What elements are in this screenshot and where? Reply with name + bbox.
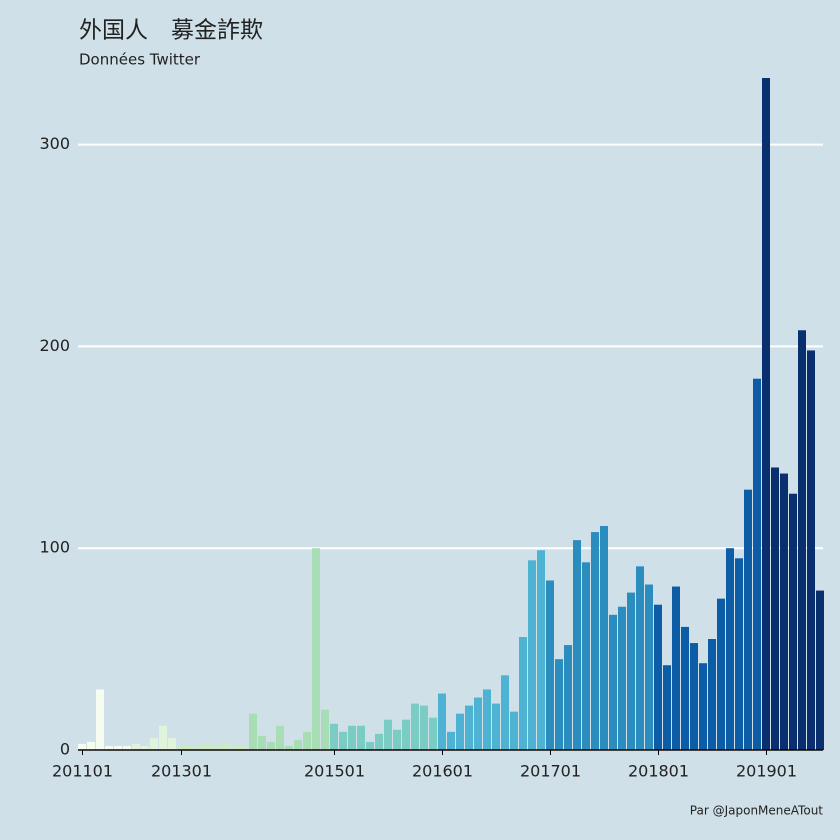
x-tick-label: 201701 bbox=[520, 762, 581, 781]
bar bbox=[609, 614, 617, 750]
bar bbox=[483, 689, 491, 750]
bar bbox=[303, 731, 311, 750]
bar bbox=[78, 743, 86, 750]
bar bbox=[177, 745, 185, 750]
bar bbox=[771, 467, 779, 750]
bar bbox=[186, 745, 194, 750]
bar bbox=[654, 604, 662, 750]
bar bbox=[555, 659, 563, 750]
bar bbox=[690, 643, 698, 750]
bar bbox=[519, 636, 527, 750]
bar bbox=[465, 705, 473, 750]
bar bbox=[105, 745, 113, 750]
bar bbox=[663, 665, 671, 750]
x-tick-label: 201601 bbox=[412, 762, 473, 781]
bar bbox=[276, 725, 284, 750]
bar bbox=[447, 731, 455, 750]
bar bbox=[501, 675, 509, 750]
bar bbox=[285, 745, 293, 750]
bar bbox=[753, 378, 761, 750]
bar bbox=[258, 735, 266, 750]
bar bbox=[384, 719, 392, 750]
bar bbox=[807, 350, 815, 750]
bar bbox=[429, 717, 437, 750]
bar bbox=[393, 729, 401, 750]
bar bbox=[114, 745, 122, 750]
bar bbox=[456, 713, 464, 750]
bar bbox=[321, 709, 329, 750]
caption: Par @JaponMeneATout bbox=[690, 804, 823, 818]
bar bbox=[708, 639, 716, 750]
bar bbox=[564, 645, 572, 750]
bar bbox=[573, 540, 581, 750]
bar bbox=[402, 719, 410, 750]
bar bbox=[411, 703, 419, 750]
bar bbox=[96, 689, 104, 750]
y-tick-label: 200 bbox=[39, 336, 70, 355]
bar bbox=[213, 745, 221, 750]
bar bbox=[150, 737, 158, 750]
y-tick-label: 100 bbox=[39, 538, 70, 557]
x-tick-label: 201801 bbox=[628, 762, 689, 781]
bar bbox=[438, 693, 446, 750]
bar bbox=[492, 703, 500, 750]
bar bbox=[816, 590, 824, 750]
bar bbox=[366, 741, 374, 750]
bar bbox=[294, 739, 302, 750]
bar bbox=[645, 584, 653, 750]
bar bbox=[87, 741, 95, 750]
bar bbox=[789, 493, 797, 750]
bar bbox=[762, 78, 770, 751]
bar bbox=[267, 741, 275, 750]
bar bbox=[600, 526, 608, 750]
bar bbox=[357, 725, 365, 750]
bar bbox=[123, 745, 131, 750]
bar bbox=[231, 745, 239, 750]
bar bbox=[420, 705, 428, 750]
bar bbox=[348, 725, 356, 750]
bar bbox=[582, 562, 590, 750]
x-tick-label: 201901 bbox=[736, 762, 797, 781]
x-tick-label: 201501 bbox=[304, 762, 365, 781]
bar bbox=[510, 711, 518, 750]
bar bbox=[726, 548, 734, 750]
bar bbox=[546, 580, 554, 750]
bar bbox=[798, 330, 806, 750]
bar bbox=[717, 598, 725, 750]
bar bbox=[735, 558, 743, 750]
bar bbox=[627, 592, 635, 750]
bar bbox=[222, 743, 230, 750]
bar bbox=[474, 697, 482, 750]
bar bbox=[312, 548, 320, 750]
bar bbox=[141, 745, 149, 750]
bar bbox=[528, 560, 536, 750]
bar bbox=[240, 745, 248, 750]
bar bbox=[537, 550, 545, 750]
bar bbox=[618, 606, 626, 750]
chart-title: 外国人 募金詐欺 bbox=[79, 18, 263, 44]
bar bbox=[330, 723, 338, 750]
bar bbox=[339, 731, 347, 750]
bar bbox=[249, 713, 257, 750]
bar bbox=[204, 743, 212, 750]
x-tick-label: 201101 bbox=[52, 762, 113, 781]
bar bbox=[780, 473, 788, 750]
bar bbox=[636, 566, 644, 750]
y-tick-label: 300 bbox=[39, 134, 70, 153]
chart-subtitle: Données Twitter bbox=[79, 51, 201, 69]
bar bbox=[132, 743, 140, 750]
bar bbox=[195, 745, 203, 750]
bar bbox=[375, 733, 383, 750]
bar bbox=[672, 586, 680, 750]
bar bbox=[168, 737, 176, 750]
y-tick-label: 0 bbox=[60, 740, 70, 759]
x-tick-label: 201301 bbox=[151, 762, 212, 781]
bar bbox=[159, 725, 167, 750]
bar bbox=[744, 489, 752, 750]
bar bbox=[699, 663, 707, 750]
bar bbox=[591, 532, 599, 750]
bar bbox=[681, 626, 689, 750]
